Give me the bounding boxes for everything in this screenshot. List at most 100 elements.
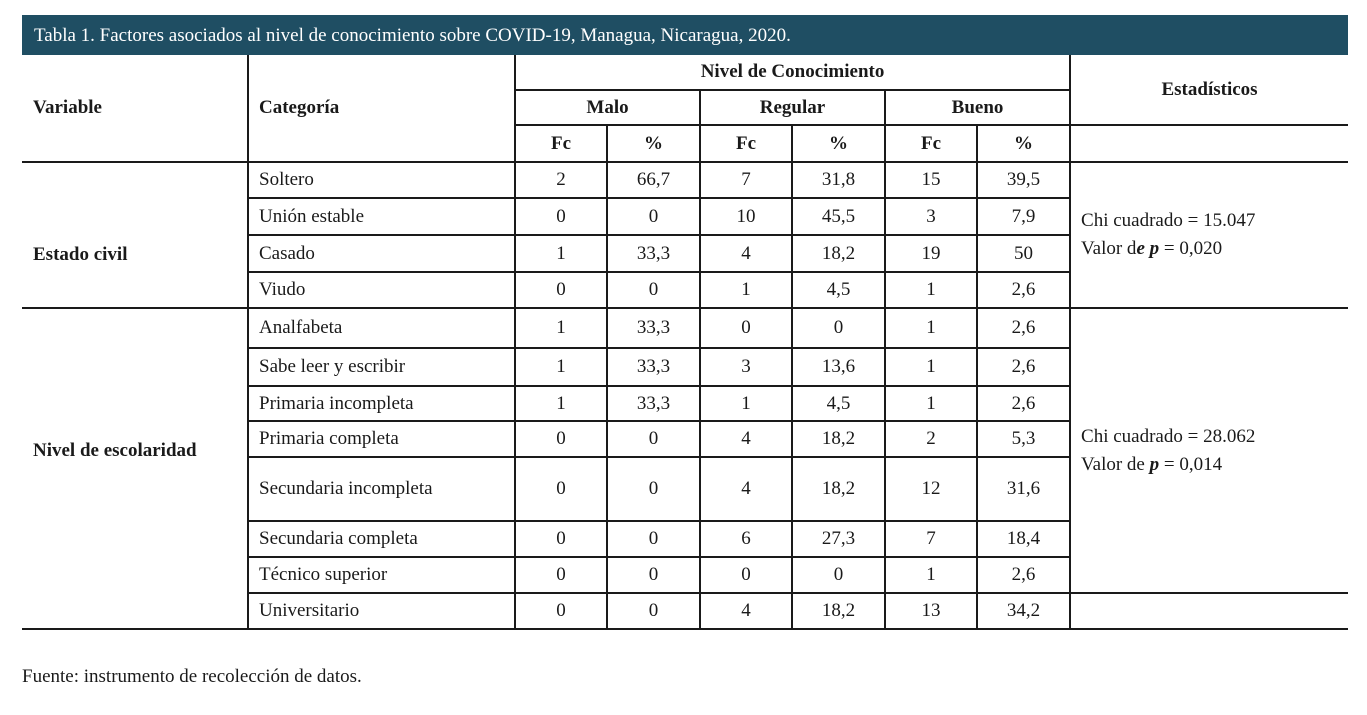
- category-cell: Soltero: [248, 162, 516, 199]
- category-cell: Analfabeta: [248, 308, 516, 349]
- value-cell: 1: [515, 308, 608, 349]
- value-cell: 3: [700, 348, 793, 387]
- value-cell: 0: [700, 557, 793, 594]
- header-bueno: Bueno: [885, 90, 1072, 126]
- table-row: Viudo 0 0 1 4,5 1 2,6: [22, 272, 1348, 309]
- footnote: Fuente: instrumento de recolección de da…: [22, 666, 362, 687]
- value-cell: 0: [607, 457, 701, 522]
- category-cell: Casado: [248, 235, 516, 273]
- category-cell: Unión estable: [248, 198, 516, 236]
- header-estadisticos: Estadísticos: [1070, 55, 1349, 126]
- value-cell: 2,6: [977, 386, 1072, 422]
- category-cell: Universitario: [248, 593, 516, 630]
- value-cell: 33,3: [607, 386, 701, 422]
- category-cell: Secundaria incompleta: [248, 457, 516, 522]
- p-prefix: Valor d: [1081, 238, 1137, 259]
- value-cell: 0: [607, 557, 701, 594]
- value-cell: 18,2: [792, 421, 886, 458]
- p-value: Valor de p = 0,014: [1081, 451, 1348, 479]
- value-cell: 0: [515, 593, 608, 630]
- value-cell: 1: [515, 235, 608, 273]
- stat-cell: Chi cuadrado = 15.047 Valor de p = 0,020: [1070, 162, 1349, 309]
- value-cell: 0: [607, 272, 701, 309]
- value-cell: 0: [607, 593, 701, 630]
- value-cell: 0: [607, 198, 701, 236]
- table-row: Secundaria incompleta 0 0 4 18,2 12 31,6: [22, 457, 1348, 522]
- value-cell: 2: [515, 162, 608, 199]
- value-cell: 0: [515, 557, 608, 594]
- value-cell: 0: [515, 198, 608, 236]
- header-fc: Fc: [885, 125, 978, 163]
- value-cell: 2,6: [977, 348, 1072, 387]
- value-cell: 12: [885, 457, 978, 522]
- header-pct: %: [977, 125, 1072, 163]
- value-cell: 4: [700, 593, 793, 630]
- header-regular: Regular: [700, 90, 886, 126]
- value-cell: 6: [700, 521, 793, 558]
- header-pct: %: [607, 125, 701, 163]
- p-value: Valor de p = 0,020: [1081, 235, 1348, 263]
- value-cell: 0: [700, 308, 793, 349]
- table-row: Secundaria completa 0 0 6 27,3 7 18,4: [22, 521, 1348, 558]
- value-cell: 1: [700, 272, 793, 309]
- value-cell: 7: [885, 521, 978, 558]
- p-prefix: Valor de: [1081, 453, 1150, 475]
- table-row: Unión estable 0 0 10 45,5 3 7,9: [22, 198, 1348, 236]
- value-cell: 31,8: [792, 162, 886, 199]
- table-row: Primaria completa 0 0 4 18,2 2 5,3: [22, 421, 1348, 458]
- header-variable: Variable: [22, 55, 249, 163]
- value-cell: 1: [885, 348, 978, 387]
- value-cell: 2,6: [977, 308, 1072, 349]
- value-cell: 13: [885, 593, 978, 630]
- value-cell: 19: [885, 235, 978, 273]
- value-cell: 27,3: [792, 521, 886, 558]
- header-categoria: Categoría: [248, 55, 516, 163]
- value-cell: 50: [977, 235, 1072, 273]
- header-malo: Malo: [515, 90, 701, 126]
- value-cell: 1: [515, 386, 608, 422]
- value-cell: 1: [885, 386, 978, 422]
- value-cell: 2: [885, 421, 978, 458]
- value-cell: 18,2: [792, 457, 886, 522]
- value-cell: 2,6: [977, 557, 1072, 594]
- value-cell: 33,3: [607, 308, 701, 349]
- value-cell: 18,4: [977, 521, 1072, 558]
- table-row: Universitario 0 0 4 18,2 13 34,2: [22, 593, 1349, 630]
- table-row: Primaria incompleta 1 33,3 1 4,5 1 2,6: [22, 386, 1348, 422]
- table-row: Casado 1 33,3 4 18,2 19 50: [22, 235, 1348, 273]
- category-cell: Secundaria completa: [248, 521, 516, 558]
- value-cell: 18,2: [792, 235, 886, 273]
- category-cell: Sabe leer y escribir: [248, 348, 516, 387]
- value-cell: 4,5: [792, 386, 886, 422]
- value-cell: 0: [792, 308, 886, 349]
- p-symbol: e p: [1136, 238, 1160, 259]
- value-cell: 66,7: [607, 162, 701, 199]
- value-cell: 4: [700, 421, 793, 458]
- chi-square: Chi cuadrado = 15.047: [1081, 210, 1256, 231]
- value-cell: 0: [515, 521, 608, 558]
- table-title: Tabla 1. Factores asociados al nivel de …: [22, 15, 1348, 55]
- value-cell: 18,2: [792, 593, 886, 630]
- header-empty: [1070, 125, 1349, 163]
- table-row: Estado civil Soltero 2 66,7 7 31,8 15 39…: [22, 162, 1349, 309]
- value-cell: 5,3: [977, 421, 1072, 458]
- value-cell: 0: [607, 521, 701, 558]
- value-cell: 0: [515, 457, 608, 522]
- value-cell: 33,3: [607, 348, 701, 387]
- header-fc: Fc: [515, 125, 608, 163]
- value-cell: 1: [700, 386, 793, 422]
- value-cell: 3: [885, 198, 978, 236]
- value-cell: 1: [885, 557, 978, 594]
- p-number: = 0,020: [1159, 238, 1223, 259]
- value-cell: 13,6: [792, 348, 886, 387]
- table-container: Tabla 1. Factores asociados al nivel de …: [22, 15, 1349, 630]
- value-cell: 7,9: [977, 198, 1072, 236]
- table-row: Nivel de escolaridad Analfabeta 1 33,3 0…: [22, 308, 1349, 630]
- category-cell: Técnico superior: [248, 557, 516, 594]
- p-symbol: p: [1149, 453, 1160, 475]
- value-cell: 31,6: [977, 457, 1072, 522]
- value-cell: 0: [515, 272, 608, 309]
- value-cell: 39,5: [977, 162, 1072, 199]
- data-table: Variable Categoría Nivel de Conocimiento…: [22, 55, 1349, 630]
- stat-cell: Chi cuadrado = 28.062 Valor de p = 0,014: [1070, 308, 1349, 594]
